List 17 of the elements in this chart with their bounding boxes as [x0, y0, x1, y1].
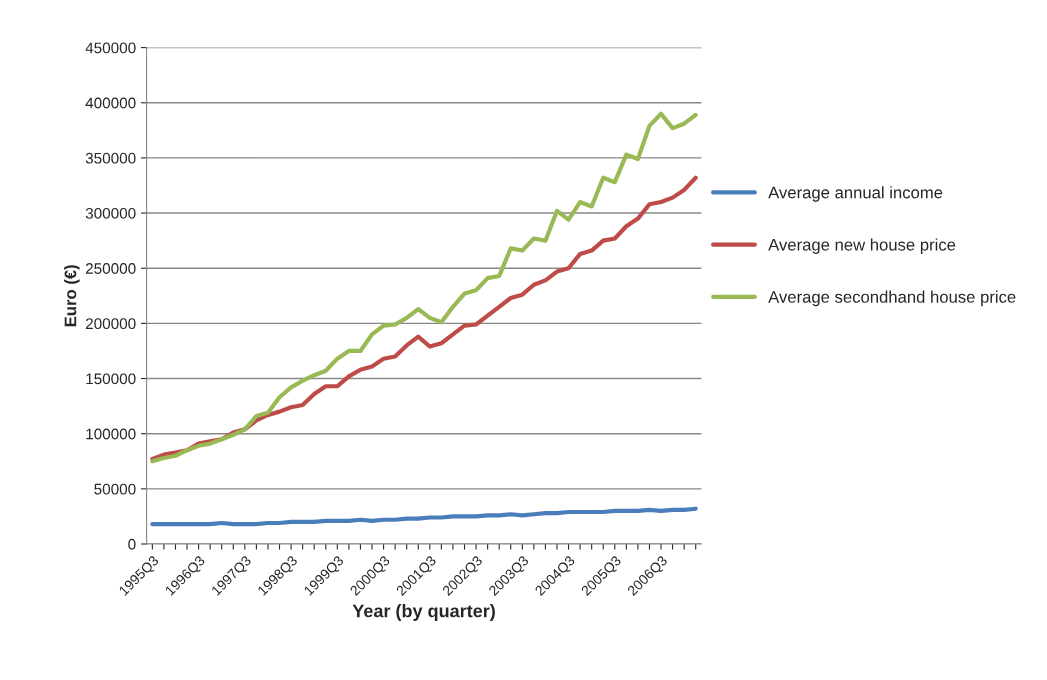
legend-label: Average new house price: [768, 238, 956, 254]
y-tick-label: 0: [128, 538, 136, 550]
legend-label: Average annual income: [768, 186, 943, 202]
y-tick-label: 300000: [85, 207, 136, 219]
y-tick-label: 100000: [86, 428, 136, 440]
y-tick-label: 200000: [85, 318, 136, 330]
y-tick-label: 250000: [85, 263, 136, 274]
y-tick-label: 50000: [94, 483, 136, 495]
y-tick-label: 350000: [85, 152, 136, 164]
y-tick-label: 450000: [85, 42, 136, 54]
y-tick-label: 150000: [86, 373, 136, 385]
x-axis-title: Year (by quarter): [352, 604, 495, 621]
y-tick-label: 400000: [85, 97, 136, 109]
legend-label: Average secondhand house price: [768, 290, 1016, 307]
y-axis-title: Euro (€): [64, 265, 80, 327]
line-series: [150, 111, 698, 464]
line-series: [150, 506, 698, 527]
